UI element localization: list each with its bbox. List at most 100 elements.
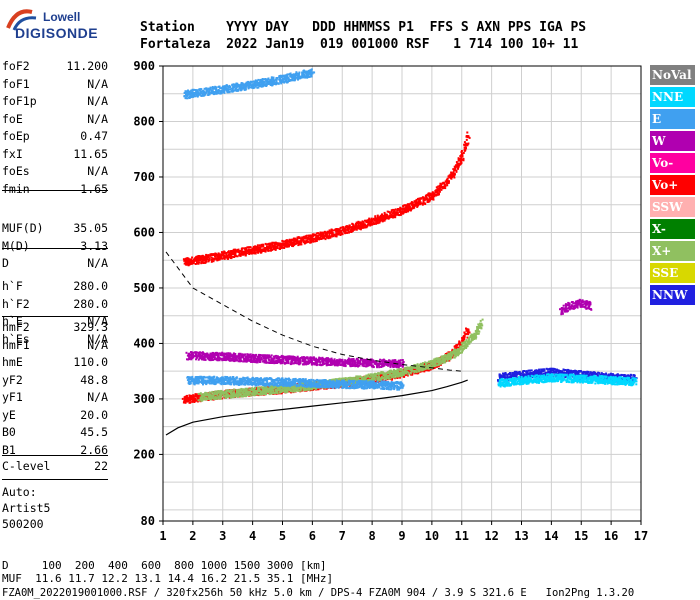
echo-point [409,207,412,210]
param-row-group3: h`E N/A [2,314,108,330]
echo-point [378,376,381,378]
echo-point [195,393,198,396]
x-tick-label: 10 [425,529,439,543]
param-key: B1 [2,442,16,457]
x-tick-label: 16 [604,529,618,543]
echo-point [328,229,331,232]
echo-point [232,249,235,252]
echo-point [402,373,405,376]
echo-point [198,261,201,264]
echo-point [405,370,408,373]
echo-point [357,225,360,228]
x-tick-label: 4 [249,529,256,543]
echo-point [187,400,190,403]
echo-point [181,397,184,400]
echo-point [448,176,451,179]
echo-point [347,226,350,229]
param-row-group3: h`Es N/A [2,332,108,348]
echo-point [240,390,243,393]
echo-point [480,327,483,330]
echo-point [443,186,446,188]
echo-point [272,389,275,392]
logo-line2: DIGISONDE [15,25,99,41]
echo-point [240,395,243,398]
echo-point [383,372,386,375]
param-key: yF1 [2,390,23,404]
echo-point [416,364,419,367]
echo-point [438,189,441,192]
echo-point [215,396,218,399]
x-tick-label: 15 [574,529,588,543]
param-key: fmin [2,181,30,196]
echo-point [204,91,207,94]
y-tick-label: 600 [133,225,155,239]
echo-point [452,171,455,174]
echo-point [247,390,250,393]
y-tick-label: 80 [141,514,155,528]
param-key: M(D) [2,238,30,253]
echo-point [454,355,457,358]
echo-point [457,162,460,165]
param-row-group1: foF2 11.200 [2,59,108,75]
echo-point [185,94,188,97]
echo-point [213,394,216,397]
x-tick-label: 13 [514,529,528,543]
param-row-group1: foEs N/A [2,164,108,180]
echo-point [394,216,397,219]
echo-point [230,256,233,259]
echo-point [422,196,425,199]
echo-point [334,228,337,231]
echo-point [369,376,371,379]
param-row-group1: fmin 1.65 [2,182,108,198]
echo-point [461,152,463,155]
param-key: C-level [2,459,51,473]
echo-point [330,235,333,238]
echo-point [244,254,247,257]
param-value: 22 [94,459,108,473]
echo-point [307,240,310,243]
param-key: yE [2,407,16,422]
echo-point [390,369,392,372]
x-tick-label: 9 [398,529,405,543]
echo-point [221,251,223,254]
echo-point [393,373,396,376]
echo-point [293,237,296,240]
param-value: 280.0 [73,296,108,311]
echo-point [467,337,470,340]
echo-point [405,372,407,375]
param-key: h`F2 [2,296,30,311]
echo-point [391,214,394,217]
param-key: hmE [2,355,23,369]
echo-point [188,394,191,397]
echo-point [268,392,271,395]
echo-point [275,391,278,394]
echo-point [239,254,242,257]
x-tick-label: 17 [634,529,648,543]
param-value: 2.66 [80,442,108,457]
echo-point [187,397,190,400]
echo-point [195,399,198,402]
echo-point [367,373,370,376]
echo-point [199,90,202,93]
echo-point [450,354,453,357]
echo-point [411,369,414,372]
param-key: h`F [2,279,23,293]
param-value: 280.0 [73,279,108,293]
echo-point [271,244,274,247]
echo-point [261,249,264,252]
echo-point [227,254,230,257]
param-row-group3: h`F 280.0 [2,279,108,295]
echo-point [372,222,374,225]
echo-point [200,88,203,91]
x-tick-label: 3 [219,529,226,543]
echo-point [449,358,452,361]
echo-point [208,257,211,260]
echo-point [234,254,237,257]
echo-point [192,394,195,397]
echo-point [341,377,344,380]
x-tick-label: 5 [279,529,286,543]
echo-point [189,401,192,404]
echo-point [460,150,463,152]
param-key: hmF1 [2,337,30,352]
param-key: yF2 [2,372,23,387]
